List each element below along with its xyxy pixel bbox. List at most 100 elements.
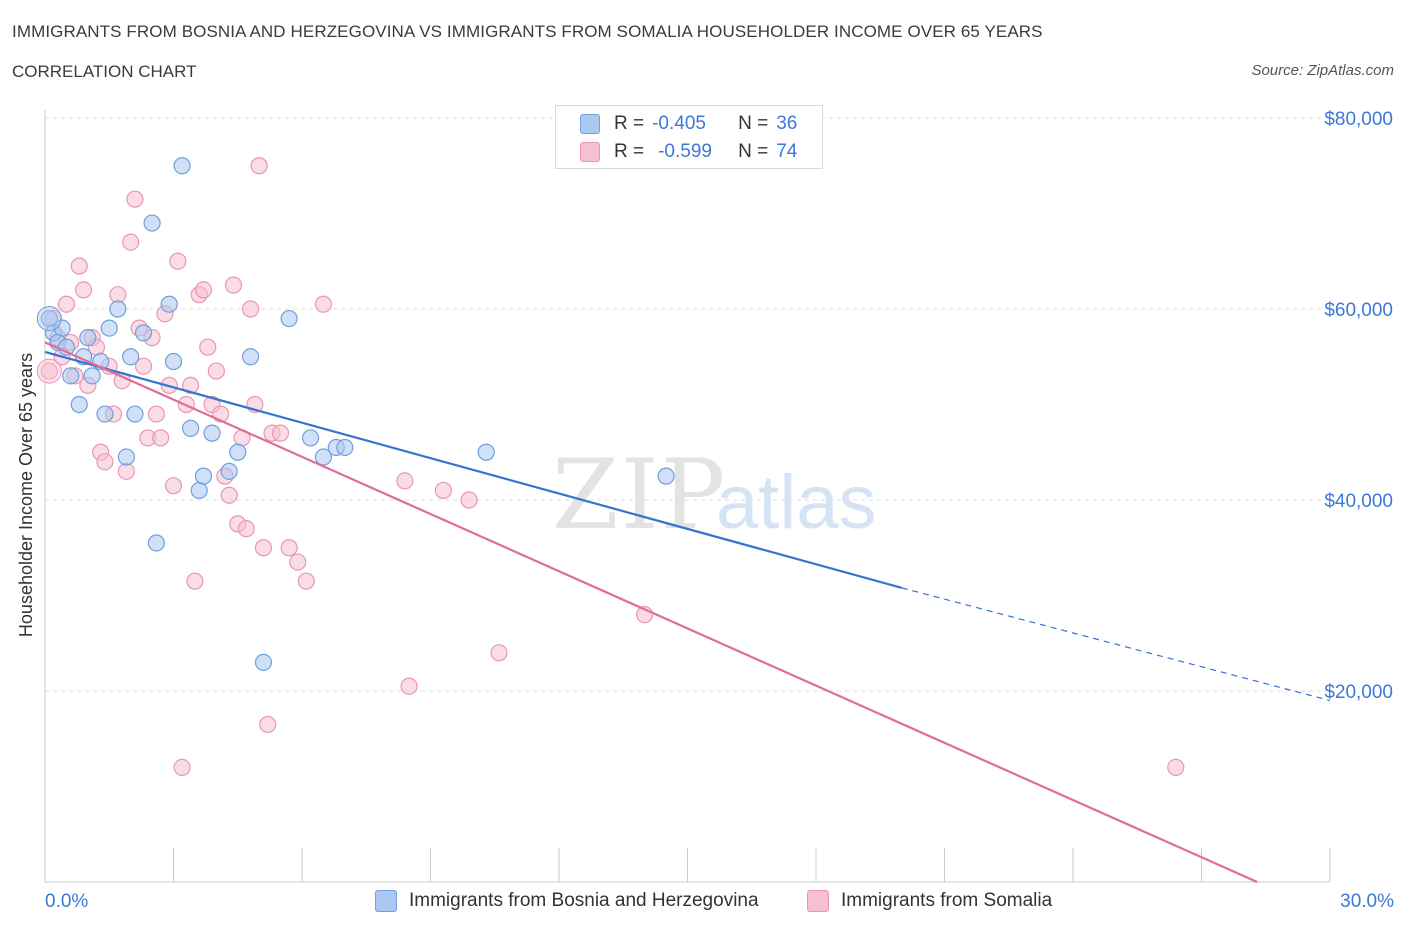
data-point-somalia	[126, 190, 144, 208]
data-point-somalia	[40, 362, 58, 380]
data-point-bosnia	[36, 306, 62, 332]
data-point-somalia	[134, 357, 153, 375]
data-point-somalia	[182, 376, 200, 394]
data-point-bosnia	[147, 534, 165, 552]
data-point-somalia	[199, 338, 217, 356]
y-tick-label: $40,000	[1324, 491, 1393, 512]
data-point-somalia	[396, 472, 414, 490]
data-point-bosnia	[229, 443, 247, 461]
data-point-bosnia	[173, 157, 191, 175]
axes	[44, 110, 1331, 883]
data-point-bosnia	[190, 481, 208, 500]
correlation-legend: R = -0.405 N = 36 R = -0.599 N = 74	[555, 105, 823, 169]
legend-row-somalia: R = -0.599 N = 74	[580, 139, 797, 165]
y-tick-labels: $20,000 $40,000 $60,000 $80,000	[1324, 109, 1393, 703]
data-point-somalia	[220, 486, 238, 504]
trend-line-bosnia	[44, 350, 902, 589]
data-point-bosnia	[117, 448, 135, 466]
data-point-somalia	[109, 286, 127, 304]
data-point-bosnia	[62, 367, 80, 385]
data-point-somalia	[434, 481, 452, 500]
data-point-somalia	[207, 362, 225, 380]
data-point-bosnia	[126, 405, 144, 423]
data-point-bosnia	[100, 319, 118, 337]
data-point-somalia	[152, 429, 170, 447]
trend-lines	[44, 341, 1331, 884]
data-point-somalia	[173, 758, 191, 777]
data-point-somalia	[57, 295, 76, 313]
series-swatch-somalia	[807, 890, 829, 912]
data-point-bosnia	[657, 467, 675, 485]
legend-r-value: -0.599	[658, 141, 712, 162]
y-tick-label: $20,000	[1324, 682, 1393, 703]
series-swatch-bosnia	[375, 890, 397, 912]
data-point-somalia	[164, 477, 183, 495]
chart-title: IMMIGRANTS FROM BOSNIA AND HERZEGOVINA V…	[12, 22, 1043, 41]
data-point-somalia	[242, 300, 260, 318]
data-point-bosnia	[79, 329, 97, 347]
legend-swatch-somalia	[580, 142, 600, 162]
legend-n-label: N =	[738, 141, 769, 162]
legend-n-label: N =	[738, 113, 769, 134]
data-point-somalia	[169, 252, 187, 270]
y-tick-label: $60,000	[1324, 300, 1393, 321]
x-tick-max: 30.0%	[1340, 891, 1394, 912]
data-point-somalia	[259, 715, 277, 734]
data-point-somalia	[186, 572, 204, 590]
data-point-somalia	[36, 358, 62, 384]
data-point-bosnia	[220, 462, 238, 480]
data-point-bosnia	[203, 424, 221, 442]
series-legend-bosnia: Immigrants from Bosnia and Herzegovina	[375, 890, 759, 912]
legend-row-bosnia: R = -0.405 N = 36	[580, 111, 797, 137]
data-point-somalia	[122, 233, 140, 251]
data-point-bosnia	[134, 324, 153, 342]
data-point-somalia	[314, 295, 333, 313]
data-point-bosnia	[301, 429, 320, 447]
data-point-bosnia	[314, 448, 333, 466]
legend-r-label: R =	[614, 113, 645, 134]
data-point-bosnia	[477, 443, 495, 461]
data-point-somalia	[280, 539, 298, 557]
data-point-somalia	[1167, 758, 1185, 777]
data-points	[36, 157, 1185, 777]
data-point-somalia	[490, 644, 508, 662]
x-tick-min: 0.0%	[45, 891, 89, 912]
series-legend: Immigrants from Bosnia and Herzegovina I…	[0, 890, 1406, 916]
data-point-somalia	[117, 462, 135, 480]
data-point-somalia	[70, 257, 88, 275]
y-axis-label: Householder Income Over 65 years	[16, 353, 36, 637]
legend-swatch-bosnia	[580, 114, 600, 134]
watermark-atlas: atlas	[716, 460, 877, 545]
data-point-somalia	[194, 281, 213, 299]
watermark-zip: ZIP	[552, 439, 727, 551]
data-point-somalia	[96, 453, 114, 471]
data-point-bosnia	[336, 438, 354, 457]
data-point-bosnia	[96, 405, 114, 423]
y-tick-label: $80,000	[1324, 109, 1393, 130]
legend-n-value: 74	[776, 141, 798, 162]
data-point-bosnia	[70, 395, 88, 414]
data-point-somalia	[224, 276, 243, 294]
data-point-somalia	[74, 281, 93, 299]
data-point-somalia	[297, 572, 315, 590]
series-name-bosnia: Immigrants from Bosnia and Herzegovina	[409, 890, 759, 911]
data-point-bosnia	[242, 348, 260, 366]
data-point-somalia	[460, 491, 478, 509]
data-point-somalia	[254, 539, 273, 557]
data-point-bosnia	[182, 419, 200, 437]
source-credit: Source: ZipAtlas.com	[1251, 62, 1394, 79]
data-point-somalia	[400, 677, 418, 695]
data-point-bosnia	[164, 352, 183, 371]
legend-r-value: -0.405	[652, 113, 706, 134]
data-point-somalia	[289, 553, 307, 571]
trend-line-dashed-bosnia	[901, 587, 1331, 702]
data-point-somalia	[237, 520, 255, 538]
legend-n-value: 36	[776, 113, 798, 134]
series-legend-somalia: Immigrants from Somalia	[807, 890, 1052, 912]
data-point-somalia	[147, 405, 165, 423]
data-point-bosnia	[143, 214, 161, 232]
legend-r-label: R =	[614, 141, 645, 162]
data-point-bosnia	[160, 295, 178, 313]
